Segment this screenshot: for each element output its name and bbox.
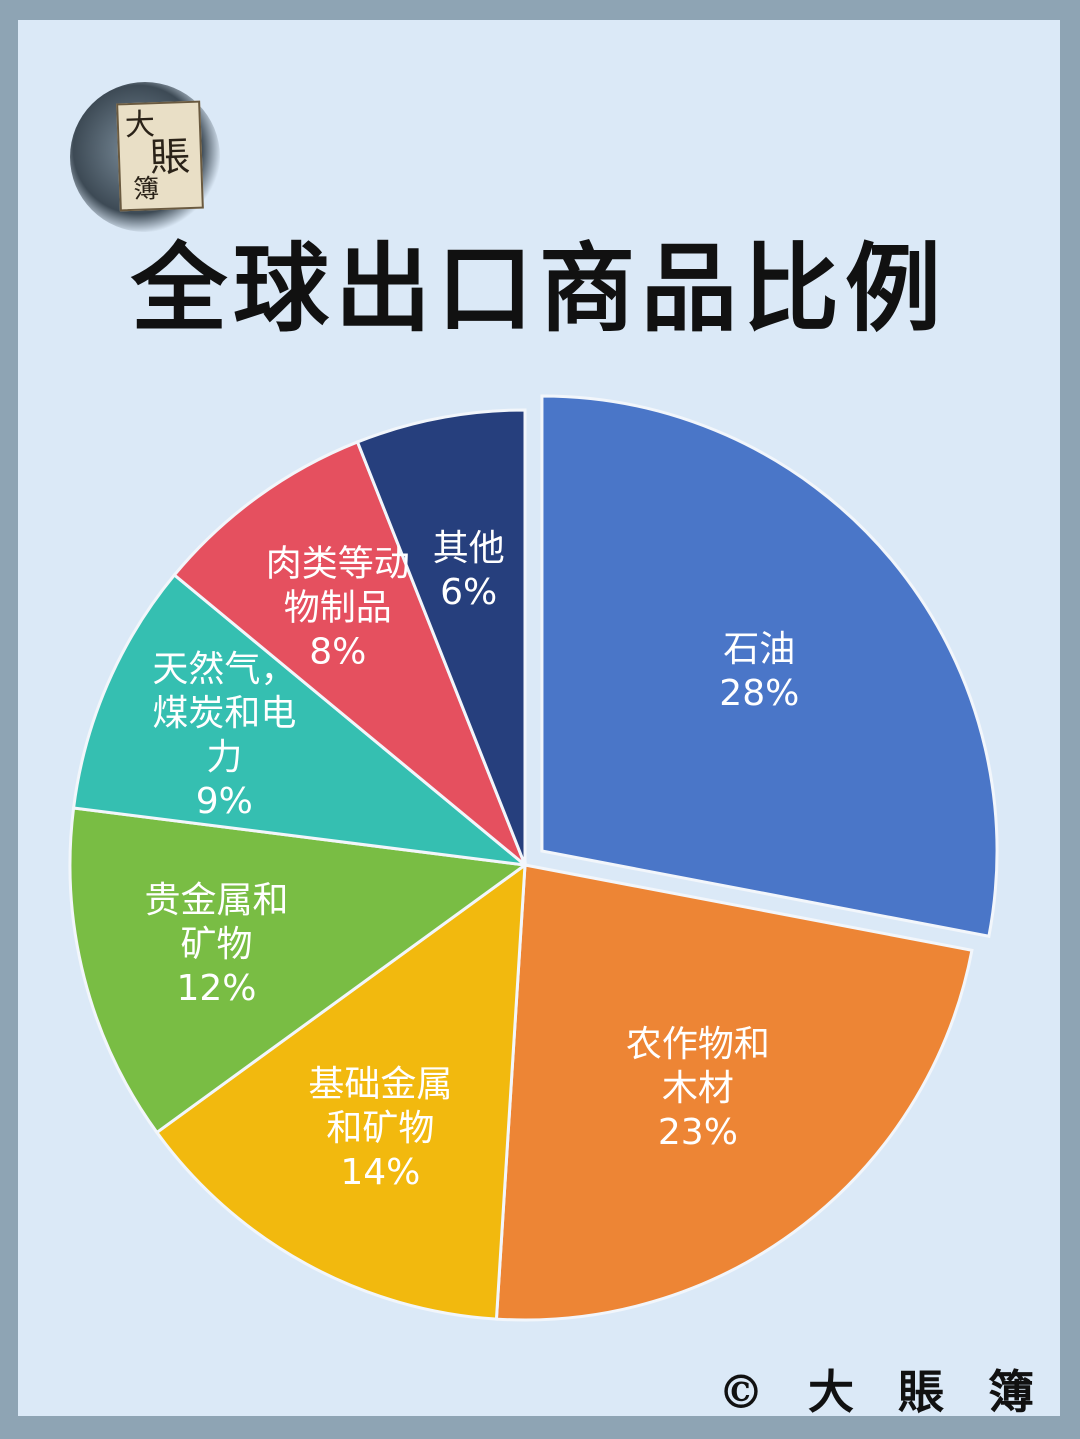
slice-value-label: 12% [176, 968, 256, 1009]
pie-slice [71, 572, 530, 868]
slice-category-label: 农作物和 [626, 1024, 770, 1065]
slice-label: 贵金属和矿物 12% [144, 880, 288, 1009]
slice-category-label: 煤炭和电 [152, 693, 296, 734]
brand-logo: 大 賬 簿 [48, 72, 220, 232]
slice-category-label: 和矿物 [326, 1108, 434, 1149]
slice-label: 基础金属和矿物 14% [308, 1064, 452, 1193]
slice-category-label: 贵金属和 [144, 880, 288, 921]
slice-value-label: 6% [440, 572, 497, 613]
slice-category-label: 矿物 [180, 924, 252, 965]
slice-category-label: 力 [206, 737, 242, 778]
slice-category-label: 肉类等动 [266, 543, 410, 584]
pie-slices [68, 394, 999, 1322]
pie-slice [68, 806, 529, 1135]
pie-slice [172, 440, 527, 867]
slice-value-label: 9% [196, 781, 253, 822]
slice-label: 肉类等动物制品 8% [266, 543, 410, 672]
slice-label: 其他 6% [433, 528, 505, 613]
slice-category-label: 其他 [433, 528, 505, 569]
slice-label: 农作物和木材 23% [626, 1024, 770, 1153]
slice-category-label: 基础金属 [308, 1064, 452, 1105]
poster-card: 大 賬 簿 全球出口商品比例 石油 28% 农作物和木材 23% 基础金属和矿物 14% 贵… [18, 20, 1060, 1419]
pie-slice [540, 394, 999, 938]
pie-slice [355, 408, 527, 866]
pie-slice [494, 863, 974, 1322]
copyright-text: © 大 賬 簿 [718, 1365, 1049, 1419]
slice-label: 天然气，煤炭和电力 9% [152, 649, 296, 822]
slice-category-label: 木材 [662, 1068, 734, 1109]
slice-value-label: 23% [658, 1112, 738, 1153]
slice-label: 石油 28% [719, 629, 799, 714]
slice-value-label: 28% [719, 673, 799, 714]
pie-labels: 石油 28%农作物和木材 23%基础金属和矿物 14%贵金属和矿物 12%天然气，煤炭和… [144, 528, 799, 1193]
page-title: 全球出口商品比例 [131, 233, 947, 345]
slice-category-label: 天然气， [152, 649, 296, 690]
slice-value-label: 8% [309, 631, 366, 672]
slice-category-label: 物制品 [284, 587, 392, 628]
pie-slice [154, 861, 527, 1321]
slice-category-label: 石油 [723, 629, 795, 670]
pie-chart: 石油 28%农作物和木材 23%基础金属和矿物 14%贵金属和矿物 12%天然气，煤炭和… [68, 394, 999, 1322]
slice-value-label: 14% [340, 1152, 420, 1193]
